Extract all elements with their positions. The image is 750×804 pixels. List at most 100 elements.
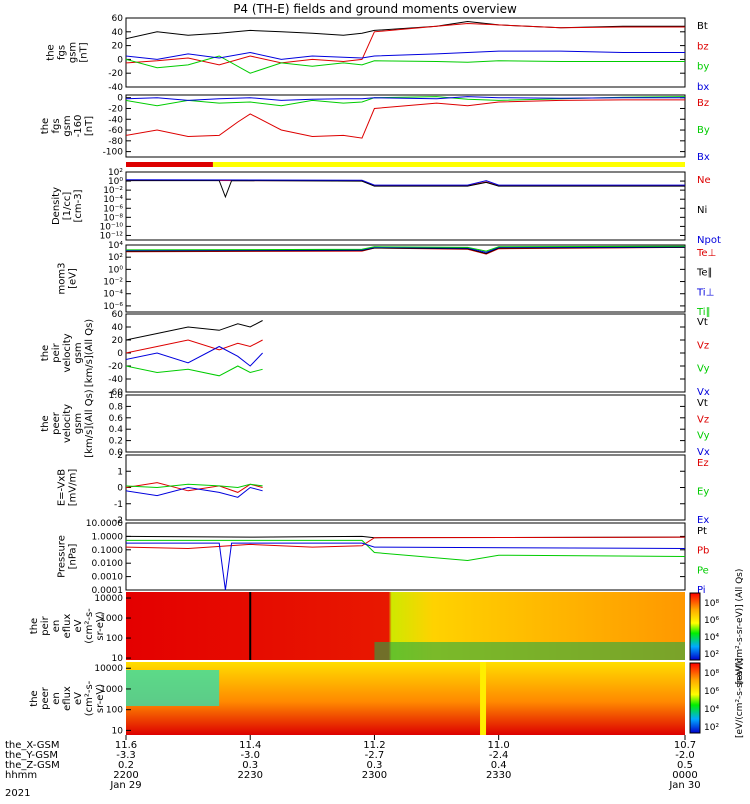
y-axis-label-line: Density	[51, 187, 62, 225]
y-tick-label: 10⁻⁴	[103, 195, 123, 205]
y-tick-label: 20	[112, 42, 124, 52]
y-tick-label: 0	[117, 349, 123, 359]
colorbar-tick-label: 10⁴	[704, 633, 719, 643]
x-tick-label: -2.4	[489, 750, 509, 761]
y-tick-label: -2	[114, 516, 123, 526]
colorbar-tick-label: 10⁴	[704, 705, 719, 715]
series-line-Bt	[125, 20, 685, 40]
y-axis-label-line: [km/s](All Qs)	[84, 389, 95, 457]
series-line-Vt	[125, 320, 263, 341]
series-line-Bx	[125, 96, 685, 101]
y-tick-label: 10	[112, 726, 124, 736]
y-axis-label-line: eflux	[62, 614, 73, 639]
y-axis-label-line: fgs	[57, 45, 68, 60]
y-tick-label: 1.0	[109, 391, 124, 401]
x-tick-label: 0000	[672, 770, 697, 781]
legend-bz: bz	[697, 41, 709, 52]
y-axis-label-line: [nT]	[84, 116, 95, 136]
y-axis-label-line: velocity	[62, 404, 73, 443]
y-axis-label-line: eV	[73, 619, 84, 632]
series-line-Bz	[125, 99, 685, 139]
x-tick-label: 0.3	[366, 760, 382, 771]
y-axis-label-line: eV	[73, 692, 84, 705]
colorbar-tick-label: 10⁸	[704, 669, 719, 679]
legend-Ti∥: Ti∥	[696, 307, 711, 318]
series-line-Ni	[126, 180, 685, 199]
colorbar-label: [eV/(cm²-s-sr-eV)] (All Qs)	[735, 569, 745, 685]
y-axis-label-line: velocity	[62, 333, 73, 372]
y-tick-label: 40	[112, 28, 124, 38]
series-line-Pi	[126, 542, 686, 591]
y-tick-label: 10⁰	[108, 177, 123, 187]
x-tick-label: 2230	[237, 770, 262, 781]
x-tick-label: 11.0	[488, 740, 510, 751]
y-tick-label: 1.0000	[92, 532, 124, 542]
y-axis-label-line: the	[29, 690, 40, 706]
y-tick-label: 10⁻²	[103, 186, 123, 196]
cold-plasma-band	[126, 670, 220, 706]
y-axis-label: thepeerenefluxeV(cm²-s-sr-eV)	[29, 680, 106, 716]
y-axis-label: thefgsgsm-160[nT]	[40, 115, 95, 138]
colorbar-tick-label: 10⁸	[704, 599, 719, 609]
y-axis-label-line: gsm	[62, 115, 73, 136]
x-tick-label: 2200	[113, 770, 138, 781]
y-axis-label-line: the	[40, 118, 51, 134]
x-tick-label: Jan 29	[109, 780, 141, 791]
series-line-Ti∥	[125, 245, 686, 252]
y-tick-label: 0.2	[109, 437, 123, 447]
y-axis-label-line: [nT]	[79, 42, 90, 62]
y-axis-label: thefgsgsm[nT]	[46, 42, 90, 63]
panel-density: 10²10⁰10⁻²10⁻⁴10⁻⁶10⁻⁸10⁻¹⁰10⁻¹²Density[…	[51, 168, 721, 246]
y-tick-label: 10	[112, 654, 124, 664]
peir-colorbar	[689, 592, 701, 661]
legend-bx: bx	[697, 82, 709, 93]
y-axis-label-line: (cm²-s-	[84, 680, 95, 716]
x-tick-label: 11.4	[239, 740, 261, 751]
legend-Pe: Pe	[697, 565, 709, 576]
series-line-Npot	[125, 179, 685, 186]
y-tick-label: -1	[114, 500, 123, 510]
y-tick-label: -20	[108, 362, 123, 372]
legend-Vy: Vy	[697, 431, 710, 442]
footer-year: 2021	[5, 788, 30, 799]
y-axis-label-line: en	[51, 692, 62, 705]
legend-Vz: Vz	[697, 414, 709, 425]
mode-bar-segment	[126, 162, 213, 167]
panel-frame	[125, 394, 686, 453]
y-axis-label-line: the	[40, 345, 51, 361]
x-row-label: hhmm	[5, 770, 37, 781]
series-line-Te∥	[125, 246, 686, 255]
x-tick-label: 2330	[486, 770, 511, 781]
series-line-By	[125, 96, 686, 107]
mode-bar-segment	[212, 162, 685, 167]
series-line-Pb	[125, 536, 686, 550]
legend-Vx: Vx	[697, 447, 710, 458]
panel-frame	[125, 94, 686, 158]
colorbar-tick-label: 10⁶	[704, 616, 719, 626]
y-axis-label-line: peer	[40, 686, 51, 710]
legend-Vt: Vt	[697, 317, 708, 328]
y-tick-label: 0	[117, 94, 123, 104]
y-axis-label: mom3[eV]	[57, 263, 79, 295]
y-tick-label: 40	[112, 323, 124, 333]
colorbar-tick-label: 10²	[704, 650, 719, 660]
panel-frame	[125, 244, 686, 313]
y-axis-label-line: Pressure	[57, 535, 68, 578]
x-tick-label: Jan 30	[668, 780, 700, 791]
x-row-label: the_Z-GSM	[5, 760, 60, 771]
panel-peir-velocity: 60 40 20 0 -20 -40 -60 thepeirvelocitygsm[km/s]…	[40, 310, 710, 398]
y-tick-label: 10000	[94, 664, 123, 674]
y-axis-label-line: sr-eV)	[95, 611, 106, 640]
y-tick-label: 0.8	[109, 402, 124, 412]
legend-Ti⊥: Ti⊥	[696, 287, 714, 298]
y-tick-label: -60	[108, 388, 123, 398]
y-tick-label: 0.1000	[92, 546, 124, 556]
panel-pressure: 10.0000 1.0000 0.1000 0.0100 0.0010 0.0001 Pre…	[57, 519, 710, 596]
panel-temperature: 10⁴ 10² 10⁰ 10⁻² 10⁻⁴ 10⁻⁶ mom3[eV] Te⊥ Te∥ Ti⊥ Ti…	[57, 241, 717, 318]
x-tick-label: 2300	[362, 770, 387, 781]
legend-Pb: Pb	[697, 546, 709, 557]
y-tick-label: 0.0010	[92, 573, 124, 583]
y-axis-label-line: [eV]	[68, 268, 79, 289]
legend-Vz: Vz	[697, 340, 709, 351]
